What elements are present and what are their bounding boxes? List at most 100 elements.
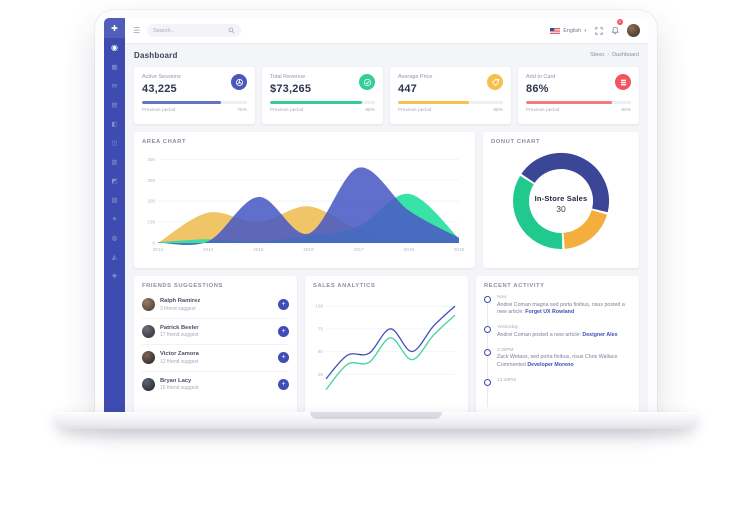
- stat-footer: Previous period 82%: [526, 108, 631, 113]
- fullscreen-icon[interactable]: [594, 26, 603, 35]
- sidebar: ✚ ◉ ▦ ✉ ▤ ◧ ◫ ▥ ◩ ▧ ✦ ◍ ◭ ❖: [104, 18, 125, 412]
- friend-name: Ralph Ramirez: [160, 298, 201, 304]
- sidebar-item-widgets[interactable]: ▦: [111, 63, 118, 71]
- timeline-dot-icon: [484, 296, 491, 303]
- stat-card-active-sessions: Active Sessions 43,225 Previous period 7…: [134, 67, 255, 124]
- sidebar-item-pages[interactable]: ◧: [111, 120, 118, 128]
- sidebar-item-charts[interactable]: ◩: [111, 177, 118, 185]
- breadcrumb-home[interactable]: Stexo: [590, 52, 605, 58]
- friends-suggestions-panel: FRIENDS SUGGESTIONS Ralph Ramirez 3 frie…: [134, 276, 297, 412]
- sidebar-item-share[interactable]: ❖: [111, 272, 118, 280]
- sidebar-item-calendar[interactable]: ▤: [111, 101, 118, 109]
- activity-link[interactable]: Forget UX Rowland: [525, 309, 575, 316]
- svg-text:100: 100: [315, 304, 323, 309]
- tag-icon: [487, 74, 503, 90]
- stat-label: Total Revenue: [270, 74, 306, 80]
- sidebar-item-dashboard[interactable]: ◉: [111, 43, 118, 52]
- sidebar-nav: ◉ ▦ ✉ ▤ ◧ ◫ ▥ ◩ ▧ ✦ ◍ ◭ ❖: [104, 38, 125, 285]
- laptop-base: [56, 412, 696, 429]
- add-friend-button[interactable]: +: [278, 325, 289, 337]
- svg-text:2014: 2014: [203, 247, 214, 252]
- timeline-dot-icon: [484, 379, 491, 387]
- panel-title: RECENT ACTIVITY: [484, 283, 545, 289]
- friend-row: Ralph Ramirez 3 friend suggest +: [142, 292, 289, 318]
- sidebar-item-tables[interactable]: ▧: [111, 196, 118, 204]
- stat-value: 447: [398, 83, 417, 95]
- search-box[interactable]: [147, 24, 242, 37]
- notifications-button[interactable]: 3: [611, 18, 623, 40]
- friends-list: Ralph Ramirez 3 friend suggest + Patrick…: [142, 292, 289, 397]
- notification-badge: 3: [616, 18, 623, 25]
- stat-footer: Previous period 68%: [398, 108, 503, 113]
- panel-title: FRIENDS SUGGESTIONS: [142, 283, 223, 289]
- activity-link[interactable]: Designer Alex: [582, 331, 618, 338]
- friend-avatar: [142, 377, 155, 391]
- stat-label: Average Price: [398, 74, 433, 80]
- friend-avatar: [142, 298, 155, 312]
- add-friend-button[interactable]: +: [278, 299, 289, 311]
- progress-track: [526, 101, 631, 104]
- stat-value: 86%: [526, 83, 549, 95]
- page-content: Active Sessions 43,225 Previous period 7…: [125, 67, 648, 412]
- period-label: Previous period: [270, 108, 304, 113]
- period-value: 82%: [621, 108, 631, 113]
- svg-text:50: 50: [318, 349, 324, 354]
- language-selector[interactable]: English ▾: [550, 27, 587, 34]
- menu-toggle-icon[interactable]: ☰: [133, 26, 141, 35]
- timeline-dot-icon: [484, 326, 491, 334]
- topbar: ☰: [125, 18, 648, 43]
- activity-item: Now Andrei Coman magna sed porta finibus…: [484, 295, 631, 325]
- sidebar-item-ui-elements[interactable]: ◫: [111, 139, 118, 147]
- panel-title: DONUT CHART: [491, 139, 541, 145]
- stat-card-total-revenue: Total Revenue $73,265 Previous period 88…: [262, 67, 383, 124]
- svg-text:400: 400: [147, 157, 155, 162]
- add-friend-button[interactable]: +: [278, 378, 289, 390]
- friend-name: Victor Zamora: [160, 351, 199, 357]
- svg-text:25: 25: [318, 372, 324, 377]
- svg-text:2017: 2017: [354, 247, 365, 252]
- friend-name: Bryan Lacy: [160, 377, 192, 384]
- sidebar-item-email[interactable]: ✉: [111, 82, 118, 90]
- page-title: Dashboard: [134, 50, 178, 60]
- progress-fill: [398, 101, 470, 104]
- activity-time: Yesterday: [497, 325, 519, 331]
- breadcrumb: Stexo › Dashboard: [590, 52, 639, 58]
- sidebar-item-icons[interactable]: ✦: [111, 215, 118, 223]
- activity-timeline: Now Andrei Coman magna sed porta finibus…: [484, 295, 631, 407]
- us-flag-icon: [550, 27, 561, 34]
- layers-icon: [615, 74, 631, 90]
- friend-subtext: 12 friend suggest: [160, 358, 199, 365]
- sidebar-item-auth[interactable]: ◭: [112, 253, 117, 261]
- search-input[interactable]: [153, 27, 225, 34]
- friend-avatar: [142, 324, 155, 338]
- add-friend-button[interactable]: +: [278, 352, 289, 364]
- check-badge-icon: [359, 74, 375, 90]
- sidebar-item-maps[interactable]: ◍: [111, 234, 118, 242]
- breadcrumb-current: Dashboard: [612, 52, 639, 58]
- recent-activity-panel: RECENT ACTIVITY Now Andrei Coman magna s…: [476, 276, 639, 412]
- svg-text:2018: 2018: [404, 247, 415, 252]
- brand-logo-icon[interactable]: ✚: [104, 18, 125, 38]
- stat-card-average-price: Average Price 447 Previous period 68%: [390, 67, 511, 124]
- stat-label: Add to Card: [526, 74, 556, 80]
- progress-track: [270, 101, 375, 104]
- user-avatar[interactable]: [627, 24, 640, 37]
- svg-text:75: 75: [318, 326, 324, 331]
- area-chart: 0 100 200 300 400 2013 2014 2015 2016 2017 2018 201…: [147, 157, 464, 252]
- friend-row: Bryan Lacy 16 friend suggest +: [142, 370, 289, 398]
- sales-line-chart: 25 50 75 100: [315, 304, 456, 391]
- stat-label: Active Sessions: [142, 74, 181, 80]
- stat-card-add-to-card: Add to Card 86% Previous period 82%: [518, 67, 639, 124]
- sidebar-item-forms[interactable]: ▥: [111, 158, 118, 166]
- friend-avatar: [142, 351, 155, 365]
- svg-text:100: 100: [147, 220, 155, 225]
- activity-text: Andrei Coman posted a new article:: [497, 331, 581, 338]
- main-area: ☰: [125, 18, 648, 412]
- stat-footer: Previous period 88%: [270, 108, 375, 113]
- language-label: English: [563, 27, 582, 34]
- activity-link[interactable]: Developer Moreno: [527, 362, 574, 369]
- donut-center-label: In-Store Sales 30: [509, 149, 613, 258]
- donut-chart: In-Store Sales 30: [509, 149, 613, 258]
- friend-name: Patrick Beeler: [160, 324, 199, 331]
- breadcrumb-separator-icon: ›: [607, 52, 610, 58]
